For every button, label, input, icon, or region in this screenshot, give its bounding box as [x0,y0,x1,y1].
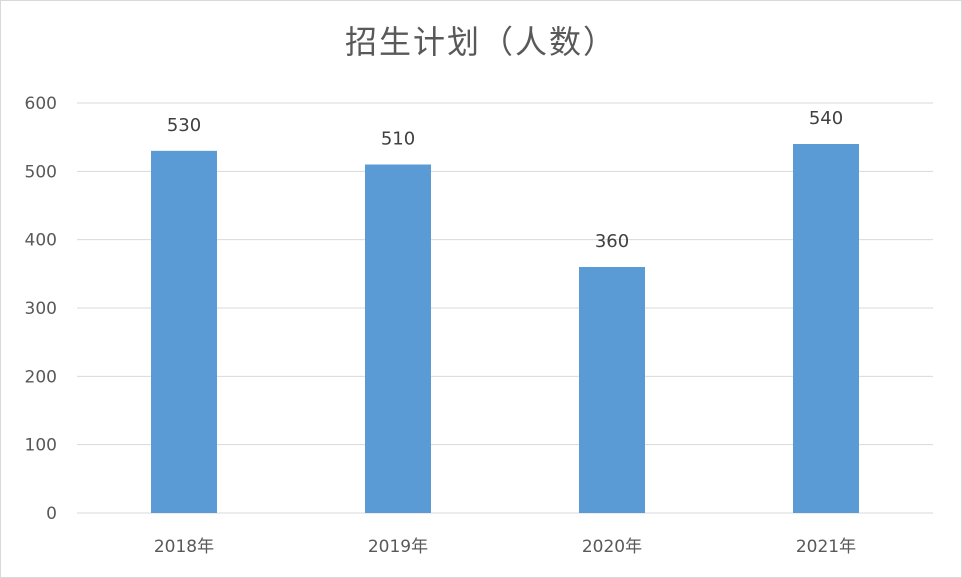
data-label: 510 [381,129,415,150]
y-tick-label: 500 [25,162,57,182]
y-tick-label: 400 [25,231,57,251]
data-label: 540 [809,108,843,129]
y-tick-label: 200 [25,367,57,387]
bar [151,150,217,514]
data-label: 530 [167,115,201,136]
bar [793,144,859,513]
x-tick-label: 2021年 [796,537,856,557]
x-tick-label: 2019年 [368,537,428,557]
y-tick-label: 0 [46,504,57,524]
y-tick-label: 300 [25,299,57,319]
x-tick-label: 2020年 [582,537,642,557]
x-tick-label: 2018年 [154,537,214,557]
bar [365,164,431,513]
data-label: 360 [595,231,629,252]
chart-title: 招生计划（人数） [344,23,617,61]
y-tick-label: 600 [25,94,57,114]
y-tick-label: 100 [25,436,57,456]
bar [579,267,645,513]
